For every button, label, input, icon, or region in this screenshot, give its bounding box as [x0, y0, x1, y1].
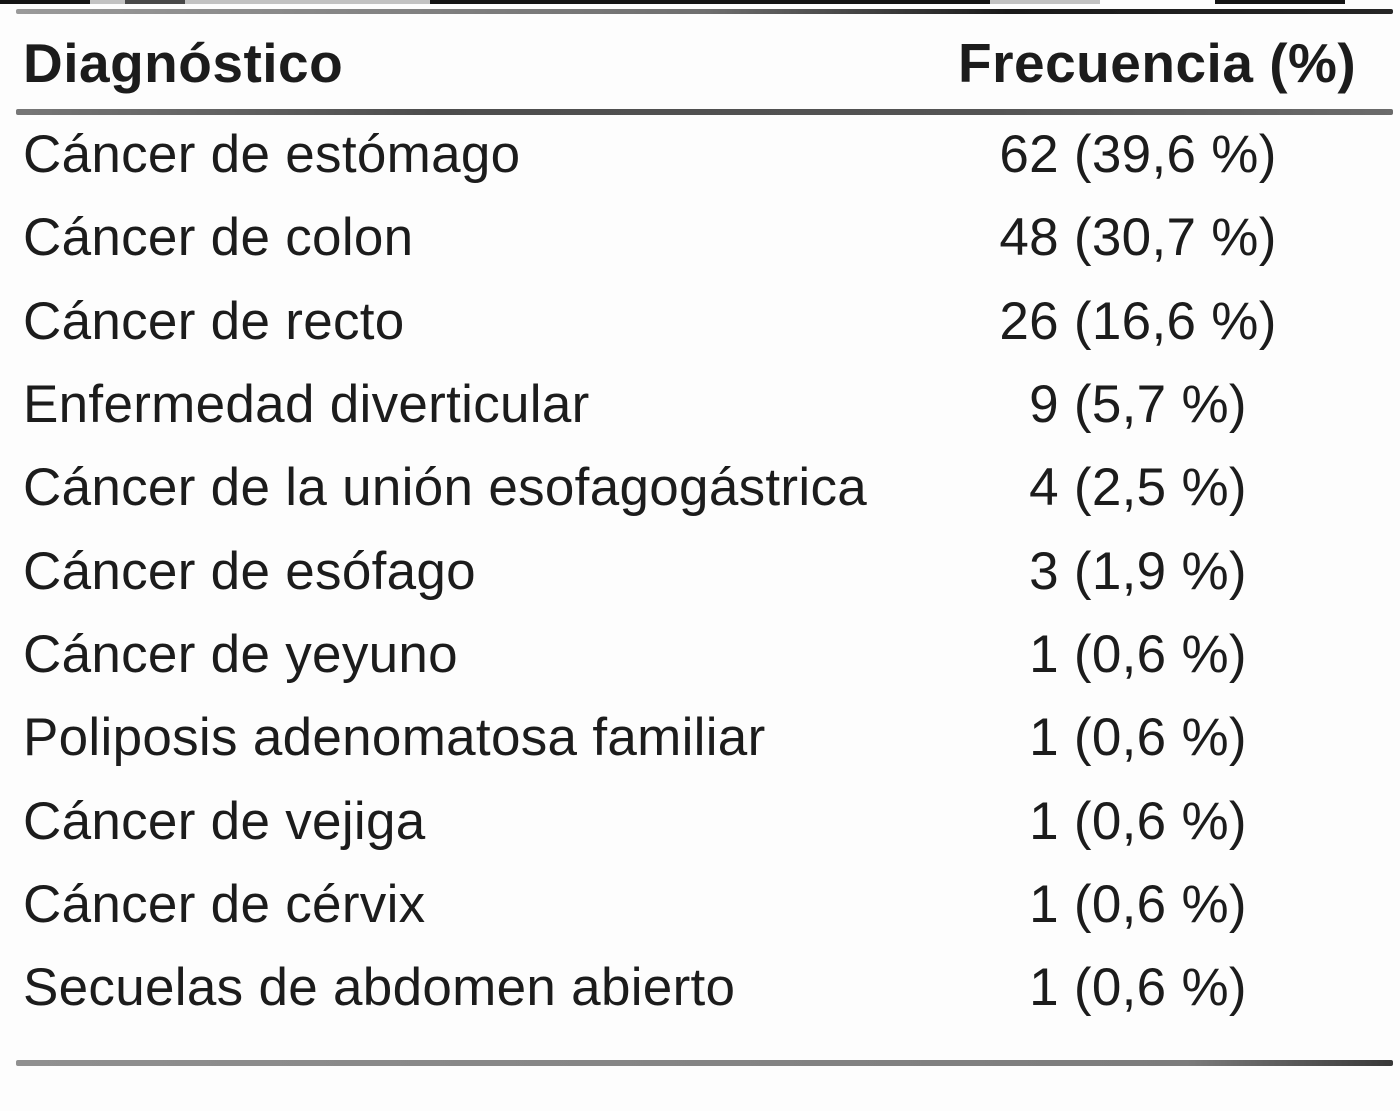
col-header-frecuencia: Frecuencia (%) [958, 32, 1357, 94]
top-rule [16, 9, 1393, 14]
table-row: Cáncer de yeyuno 1 (0,6 %) [0, 613, 1400, 696]
scan-artifact [1215, 0, 1345, 4]
diagnosis-cell: Cáncer de cérvix [23, 874, 426, 934]
frequency-cell: 1 (0,6 %) [1029, 874, 1247, 934]
frequency-cell: 48 (30,7 %) [999, 208, 1277, 268]
table-row: Enfermedad diverticular 9 (5,7 %) [0, 363, 1400, 446]
frequency-cell: 1 (0,6 %) [1029, 624, 1247, 684]
table-header: Diagnóstico Frecuencia (%) [0, 28, 1400, 98]
diagnosis-cell: Cáncer de la unión esofagogástrica [23, 458, 868, 518]
diagnosis-cell: Cáncer de vejiga [23, 791, 426, 851]
diagnosis-table-rows: Cáncer de estómago 62 (39,6 %) Cáncer de… [0, 113, 1400, 1029]
table-row: Secuelas de abdomen abierto 1 (0,6 %) [0, 946, 1400, 1029]
table-row: Cáncer de vejiga 1 (0,6 %) [0, 779, 1400, 862]
table-row: Cáncer de colon 48 (30,7 %) [0, 196, 1400, 279]
table-row: Cáncer de recto 26 (16,6 %) [0, 280, 1400, 363]
scan-artifact [0, 0, 90, 4]
table-row: Cáncer de la unión esofagogástrica 4 (2,… [0, 446, 1400, 529]
diagnosis-cell: Cáncer de esófago [23, 541, 476, 601]
frequency-cell: 26 (16,6 %) [999, 291, 1277, 351]
table-row: Cáncer de estómago 62 (39,6 %) [0, 113, 1400, 196]
diagnosis-cell: Secuelas de abdomen abierto [23, 958, 736, 1018]
frequency-cell: 9 (5,7 %) [1029, 375, 1247, 435]
table-row: Cáncer de cérvix 1 (0,6 %) [0, 863, 1400, 946]
diagnosis-cell: Enfermedad diverticular [23, 375, 590, 435]
frequency-cell: 62 (39,6 %) [999, 125, 1277, 185]
diagnosis-cell: Cáncer de recto [23, 291, 405, 351]
scan-artifact [125, 0, 185, 4]
frequency-cell: 3 (1,9 %) [1029, 541, 1247, 601]
diagnosis-cell: Poliposis adenomatosa familiar [23, 708, 766, 768]
frequency-cell: 1 (0,6 %) [1029, 958, 1247, 1018]
table-row: Poliposis adenomatosa familiar 1 (0,6 %) [0, 696, 1400, 779]
diagnosis-cell: Cáncer de colon [23, 208, 414, 268]
frequency-cell: 1 (0,6 %) [1029, 708, 1247, 768]
frequency-cell: 1 (0,6 %) [1029, 791, 1247, 851]
scan-artifact [430, 0, 990, 4]
table-row: Cáncer de esófago 3 (1,9 %) [0, 529, 1400, 612]
diagnosis-cell: Cáncer de yeyuno [23, 624, 458, 684]
bottom-rule [16, 1060, 1393, 1066]
frequency-cell: 4 (2,5 %) [1029, 458, 1247, 518]
diagnosis-cell: Cáncer de estómago [23, 125, 521, 185]
header-rule [16, 109, 1393, 115]
col-header-diagnostico: Diagnóstico [23, 32, 344, 94]
